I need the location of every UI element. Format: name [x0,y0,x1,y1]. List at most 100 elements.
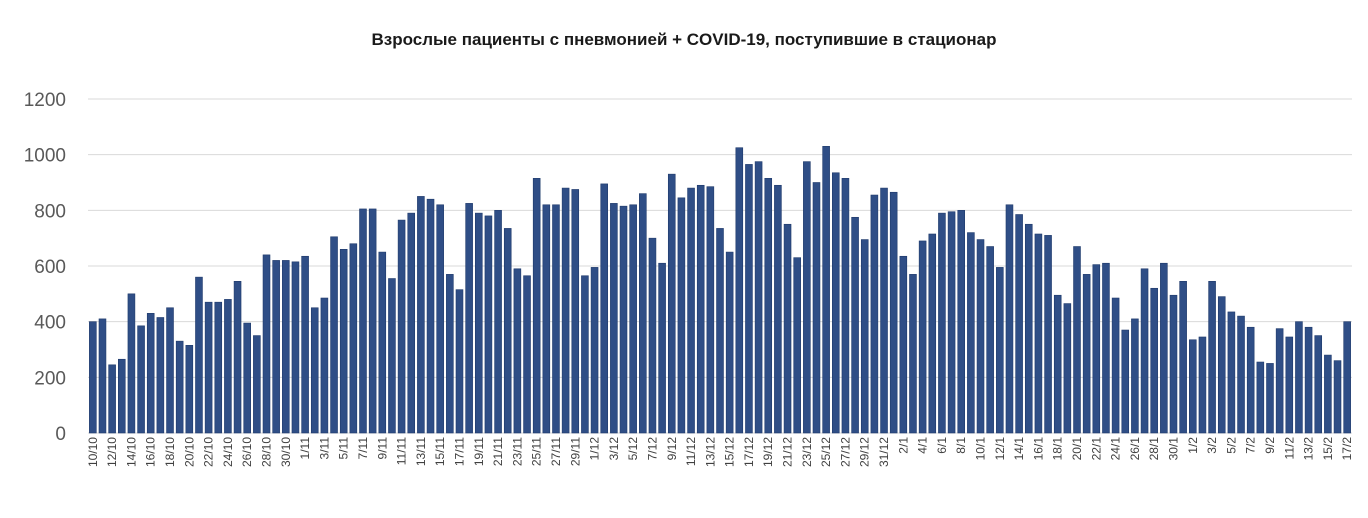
bar [928,233,937,434]
x-tick-label: 19/11 [472,437,486,466]
bar [880,187,888,434]
x-tick-label: 9/12 [665,437,679,461]
bar [1324,354,1332,434]
bar [1131,318,1139,434]
x-tick-label: 15/2 [1321,437,1335,461]
bars [89,146,1351,434]
bar [1208,281,1216,434]
x-tick-label: 4/1 [916,437,930,454]
bar [513,268,522,434]
bar [195,276,203,434]
x-tick-label: 20/10 [182,437,196,467]
bar [561,187,570,434]
bar [1246,326,1255,434]
bar [687,187,695,434]
bar [899,255,908,434]
bar [725,251,734,434]
bar [581,275,589,434]
x-tick-label: 1/2 [1186,437,1200,454]
bar [600,183,608,434]
bar [1015,214,1023,434]
bar [89,321,97,434]
x-tick-label: 5/2 [1224,437,1238,454]
x-tick-label: 31/12 [877,437,891,467]
bar [639,193,647,434]
x-tick-label: 17/11 [452,437,466,466]
bar [754,161,763,434]
bar [465,203,473,434]
bar [571,189,580,434]
x-tick-label: 23/12 [800,437,814,467]
bar [832,172,840,434]
x-tick-label: 1/11 [298,437,312,460]
x-tick-label: 17/12 [742,437,756,467]
bar [426,198,435,434]
bar [1179,281,1187,434]
x-tick-label: 10/10 [86,437,100,467]
bar [243,322,251,434]
bar [108,364,116,434]
x-tick-label: 17/2 [1340,437,1354,461]
x-tick-label: 12/10 [105,437,119,467]
x-tick-label: 18/10 [163,437,177,467]
x-tick-label: 24/10 [221,437,235,467]
bar [253,335,261,434]
bar [233,281,242,434]
x-tick-label: 22/1 [1089,437,1103,461]
bar [918,240,927,434]
x-tick-label: 16/1 [1031,437,1045,461]
bar [1053,294,1062,434]
bar [986,246,994,434]
bar [1266,363,1274,434]
bar [841,178,850,434]
chart-title: Взрослые пациенты с пневмонией + COVID-1… [371,30,997,49]
bar [1198,336,1207,434]
x-tick-label: 28/10 [260,437,274,467]
y-tick-label: 0 [55,424,66,445]
bar [542,204,551,434]
bar [1295,321,1303,434]
bar [629,204,637,434]
bar [1314,335,1323,434]
bar [137,325,145,434]
x-tick-label: 7/11 [356,437,370,460]
bar [1227,311,1236,434]
x-tick-label: 18/1 [1051,437,1065,461]
bar [745,164,753,434]
x-tick-label: 8/1 [954,437,968,454]
x-tick-label: 11/12 [684,437,698,466]
x-tick-label: 5/11 [337,437,351,460]
x-tick-label: 13/11 [414,437,428,466]
x-tick-label: 22/10 [202,437,216,467]
x-tick-label: 25/11 [530,437,544,466]
x-tick-label: 25/12 [819,437,833,467]
bar [1304,326,1313,434]
x-axis-ticks: 10/10 12/10 14/10 16/10 18/10 20/10 22/10 24/10… [86,437,1354,467]
x-tick-label: 27/11 [549,437,563,466]
bar [1285,336,1294,434]
x-tick-label: 28/1 [1147,437,1161,461]
bar [503,228,512,434]
x-tick-label: 21/11 [491,437,505,466]
x-tick-label: 11/11 [395,437,409,466]
x-tick-label: 14/10 [124,437,138,467]
x-tick-label: 10/1 [974,437,988,461]
x-tick-label: 13/12 [703,437,717,467]
x-tick-label: 21/12 [781,437,795,467]
x-tick-label: 6/1 [935,437,949,454]
bar [1150,287,1158,434]
bar [1073,246,1081,434]
bar [1217,296,1226,434]
x-tick-label: 26/1 [1128,437,1142,461]
bar [658,262,666,434]
bar [310,307,319,434]
x-tick-label: 9/2 [1263,437,1277,454]
x-tick-label: 3/2 [1205,437,1219,454]
x-tick-label: 29/12 [858,437,872,467]
bar [1160,262,1168,434]
x-tick-label: 23/11 [510,437,524,466]
bar [822,146,830,434]
x-tick-label: 29/11 [568,437,582,466]
x-tick-label: 15/12 [723,437,737,467]
